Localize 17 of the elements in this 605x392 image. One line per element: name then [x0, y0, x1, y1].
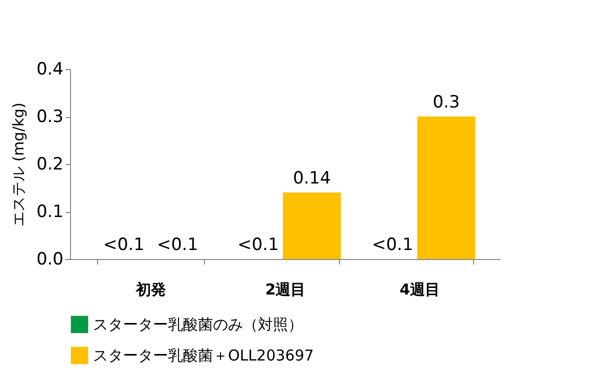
y-axis-title: エステル (mg/kg)	[9, 102, 28, 226]
text: <0.1	[103, 235, 144, 255]
y-tick-label: 0.3	[36, 107, 64, 127]
y-tick-label: 0.4	[36, 60, 64, 80]
x-tick-label: 4週目	[400, 280, 440, 298]
legend-label: スターター乳酸菌のみ（対照）	[93, 316, 303, 334]
y-tick-label: 0.1	[36, 202, 64, 222]
data-label: 0.3	[432, 92, 460, 112]
legend-label: スターター乳酸菌＋OLL203697	[93, 346, 314, 364]
text: <0.1	[156, 235, 198, 255]
data-label: 0.14	[292, 168, 331, 188]
y-tick-label: 0.0	[36, 250, 64, 270]
text: <0.1	[372, 235, 414, 255]
x-tick-label: 初発	[135, 280, 166, 298]
y-tick-label: 0.2	[36, 154, 64, 174]
x-tick-label: 2週目	[265, 280, 306, 298]
text: <0.1	[237, 235, 279, 255]
